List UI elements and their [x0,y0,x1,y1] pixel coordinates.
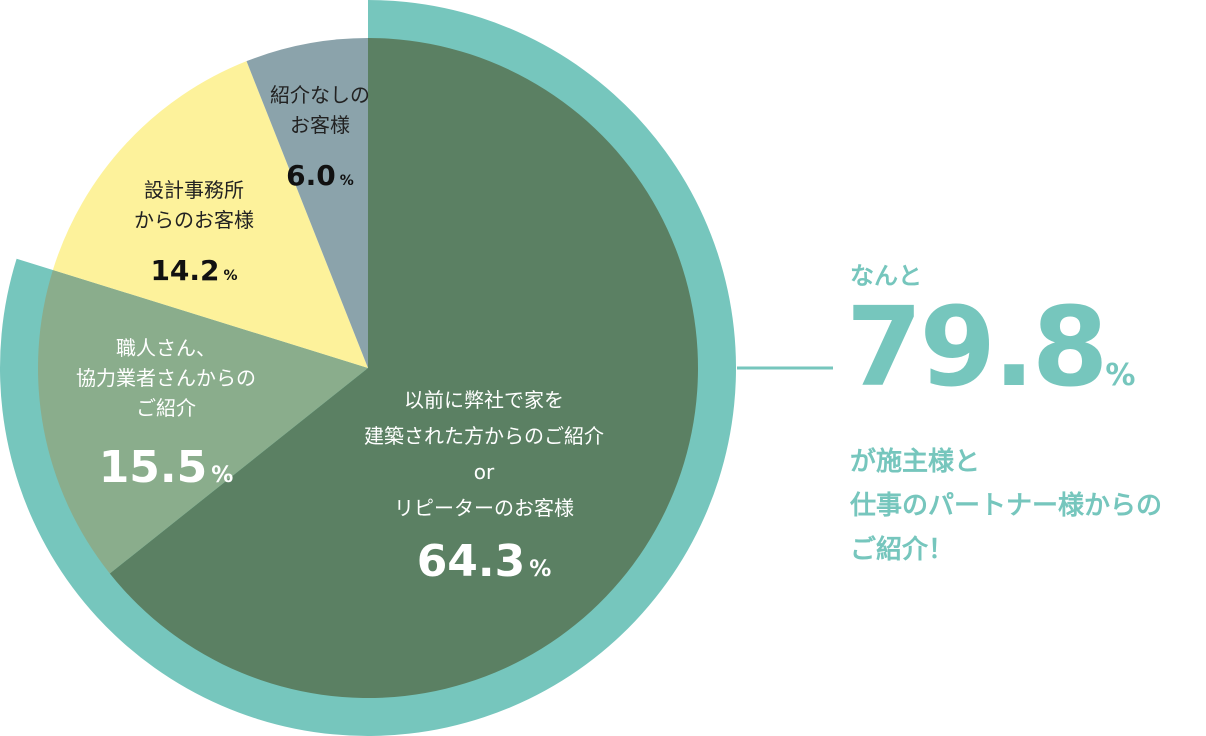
slice-2-value: 15.5% [99,442,234,493]
slice-3-label-line-2: からのお客様 [134,208,254,232]
callout-line-3: ご紹介！ [850,535,955,565]
slice-4-label-line-2: お客様 [290,113,350,137]
callout-line-1: が施主様と [850,447,981,477]
callout-unit: % [1105,358,1136,393]
callout-value-wrap: 79.8% [846,292,1135,402]
slice-1-label-line-1: 以前に弊社で家を [404,388,564,412]
slice-3-value: 14.2% [150,254,237,287]
callout-line-2: 仕事のパートナー様からの [850,491,1163,521]
callout-text: が施主様と 仕事のパートナー様からの ご紹介！ [850,440,1162,572]
slice-2-label-line-3: ご紹介 [136,396,196,420]
slice-4-value: 6.0% [286,159,354,192]
slice-1-label-line-3: or [474,460,495,484]
slice-2-label-line-1: 職人さん、 [116,336,216,360]
pie-slice-3 [52,61,368,368]
slice-2-label-line-2: 協力業者さんからの [76,366,256,390]
slice-1-label-line-4: リピーターのお客様 [394,496,574,520]
callout-value: 79.8 [846,283,1108,411]
pie-slice-4 [246,38,368,368]
slice-3-label-line-1: 設計事務所 [144,178,244,202]
pie-slice-1 [109,38,699,698]
slice-4-label-line-1: 紹介なしの [270,83,370,107]
slice-1-value: 64.3% [417,536,552,587]
pie-slice-2 [38,269,368,574]
callout-lead: なんと [850,262,922,290]
slice-1-label-line-2: 建築された方からのご紹介 [364,424,604,448]
